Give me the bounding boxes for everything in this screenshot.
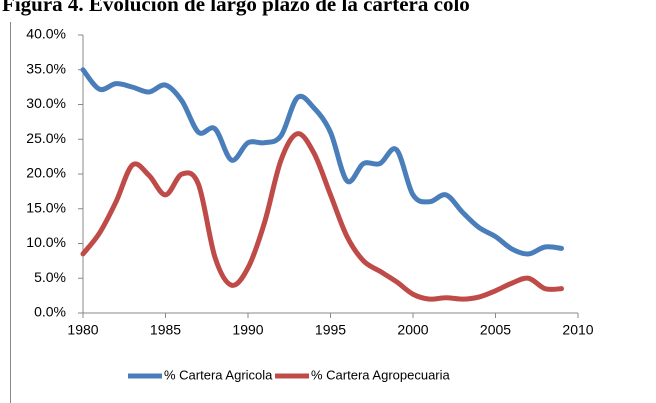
y-tick-label: 15.0% xyxy=(26,199,66,215)
x-tick-label: 2000 xyxy=(397,322,428,338)
x-tick-label: 2010 xyxy=(562,322,593,338)
y-tick-label: 40.0% xyxy=(26,26,66,42)
data-line xyxy=(80,67,564,257)
x-tick-label: 2005 xyxy=(480,322,511,338)
y-tick-label: 20.0% xyxy=(26,165,66,181)
y-tick-label: 10.0% xyxy=(26,234,66,250)
x-tick-label: 1990 xyxy=(232,322,263,338)
y-tick-label: 5.0% xyxy=(34,269,66,285)
x-tick-label: 1995 xyxy=(315,322,346,338)
y-tick-label: 35.0% xyxy=(26,60,66,76)
chart-title: Figura 4. Evolución de largo plazo de la… xyxy=(2,0,470,16)
x-tick-label: 1980 xyxy=(67,322,98,338)
legend-label: % Cartera Agropecuaria xyxy=(311,367,451,382)
x-tick-label: 1985 xyxy=(150,322,181,338)
legend-label: % Cartera Agricola xyxy=(164,367,273,382)
y-tick-label: 25.0% xyxy=(26,130,66,146)
data-line xyxy=(80,131,564,302)
y-tick-label: 30.0% xyxy=(26,95,66,111)
y-tick-label: 0.0% xyxy=(34,304,66,320)
